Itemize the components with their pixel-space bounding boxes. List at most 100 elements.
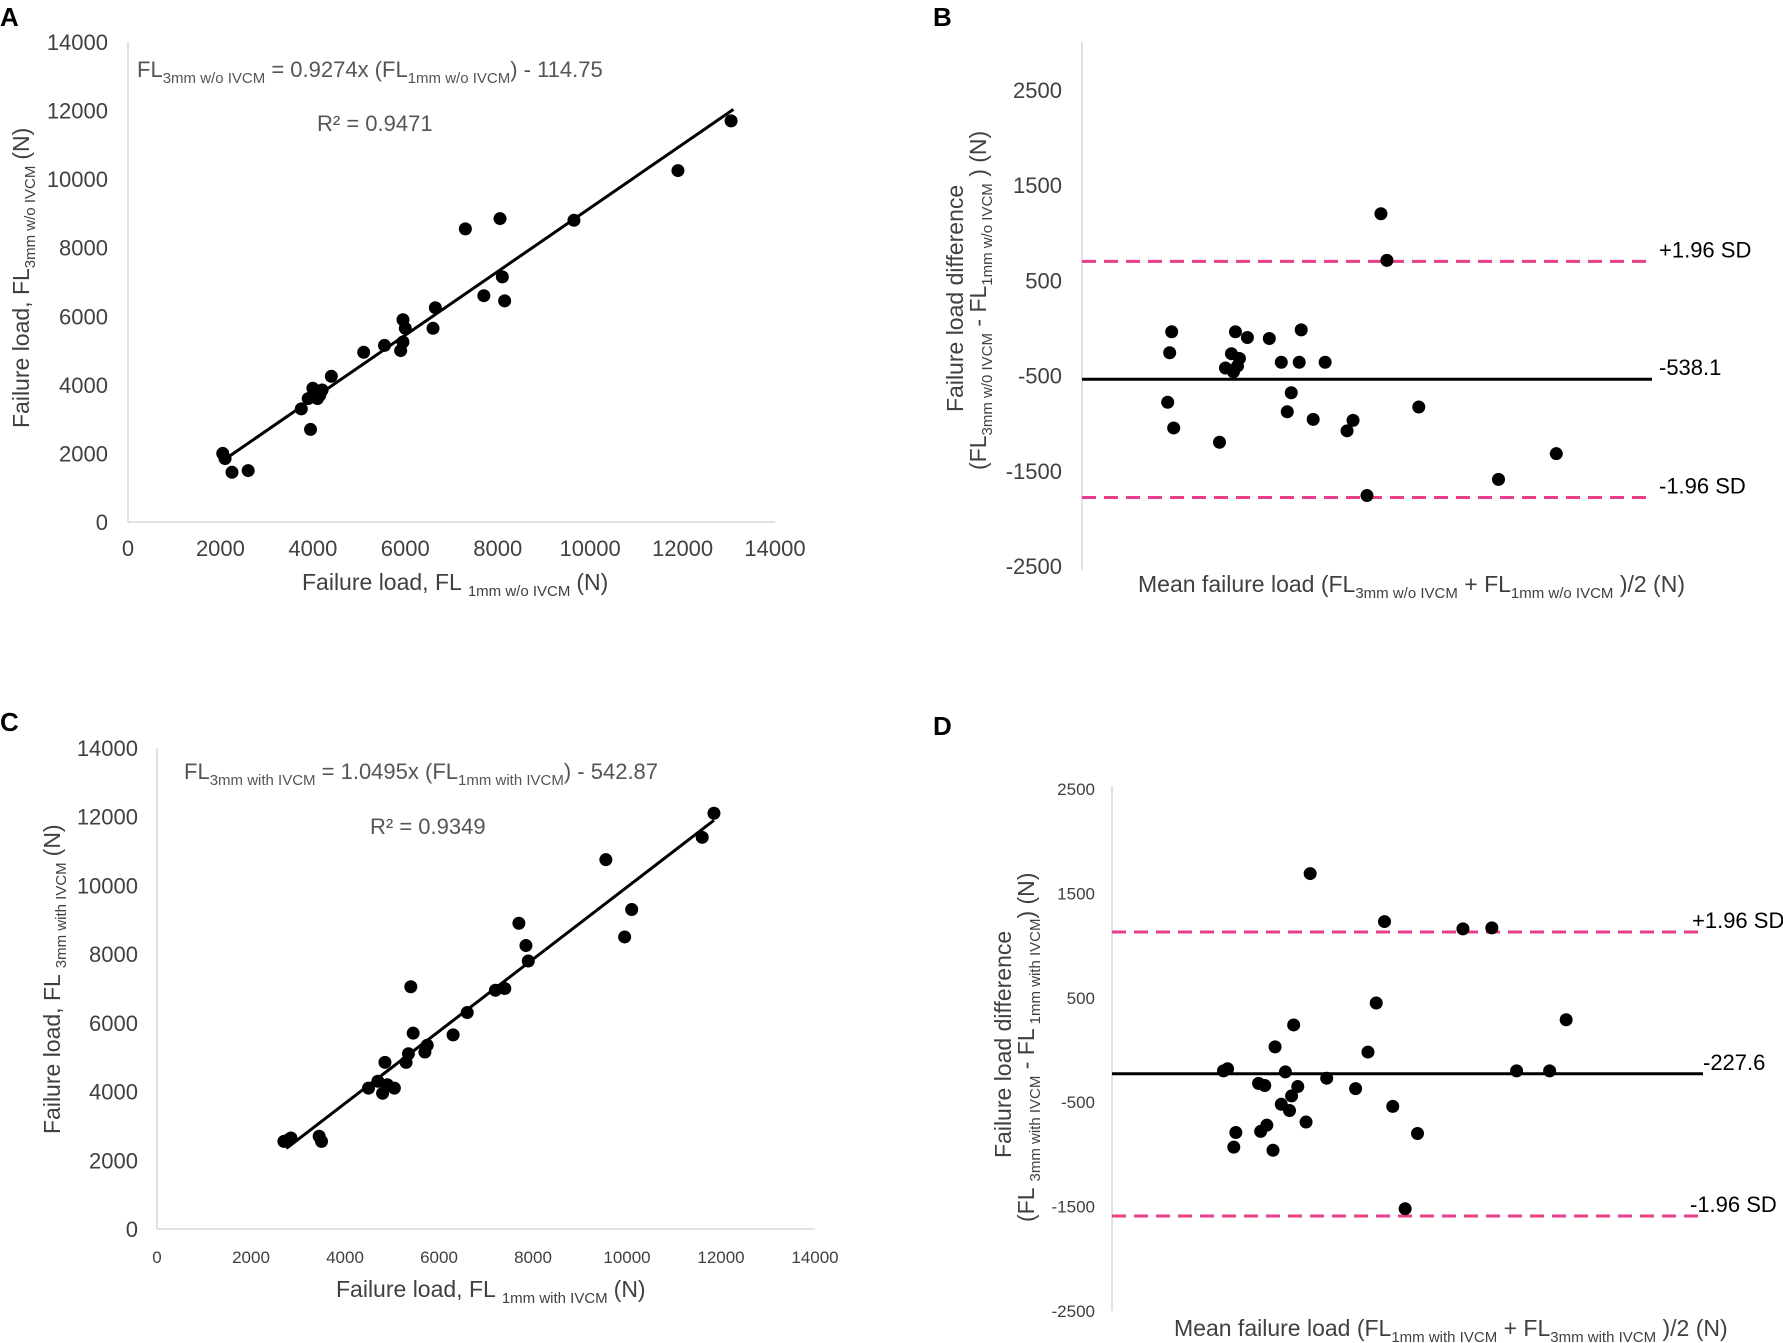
y-tick-label: -500 [1018, 364, 1062, 389]
data-point [498, 982, 512, 995]
x-tick-label: 0 [122, 536, 134, 561]
y-tick-label: 10000 [47, 167, 108, 192]
data-point [1485, 921, 1499, 935]
y-axis-title-line-2: (FL3mm with IVCM - FL1mm with IVCM) (N) [1013, 873, 1044, 1222]
y-tick-label: 14000 [77, 736, 138, 761]
data-point [495, 270, 509, 284]
data-point [304, 422, 318, 436]
data-point [1456, 922, 1470, 936]
y-tick-label: 2500 [1057, 780, 1095, 799]
data-point [1412, 400, 1426, 414]
data-point [1165, 325, 1179, 339]
data-points [277, 806, 721, 1148]
y-tick-label: 4000 [59, 373, 108, 398]
data-point [218, 452, 232, 466]
data-point [404, 980, 418, 994]
y-axis-title-line-2: (FL3mm w/0 IVCM - FL1mm w/o IVCM ) (N) [965, 131, 996, 470]
x-tick-label: 10000 [603, 1248, 650, 1267]
data-point [1258, 1078, 1272, 1092]
x-tick-label: 4000 [326, 1248, 364, 1267]
data-point [1280, 405, 1294, 419]
y-tick-label: -2500 [1006, 554, 1062, 579]
data-point [1543, 1064, 1557, 1078]
data-points [216, 114, 738, 479]
data-point [625, 902, 639, 916]
data-point [1411, 1127, 1425, 1141]
data-point [324, 369, 338, 383]
x-tick-labels: 0 2000 4000 6000 8000 10000 12000 14000 [122, 536, 806, 561]
x-tick-label: 14000 [791, 1248, 838, 1267]
data-point [460, 1006, 474, 1020]
data-point [1374, 207, 1388, 221]
y-tick-label: 500 [1025, 268, 1062, 293]
regression-equation: FL3mm with IVCM = 1.0495x (FL1mm with IV… [184, 759, 658, 789]
y-tick-label: -500 [1061, 1093, 1095, 1112]
data-point [426, 321, 440, 335]
data-point [377, 338, 391, 352]
data-point [1268, 1040, 1282, 1054]
data-point [1346, 413, 1360, 427]
x-tick-label: 6000 [420, 1248, 458, 1267]
data-point [1167, 421, 1181, 435]
lower-limit-label: -1.96 SD [1690, 1192, 1777, 1217]
data-point [1227, 1140, 1241, 1154]
data-point [301, 392, 315, 406]
x-tick-label: 4000 [288, 536, 337, 561]
data-point [724, 114, 738, 128]
data-point [1285, 1089, 1299, 1103]
data-points [1161, 207, 1563, 503]
y-tick-labels: 2500 1500 500 -500 -1500 -2500 [1052, 780, 1095, 1321]
x-tick-label: 12000 [697, 1248, 744, 1267]
mean-difference-label: -538.1 [1659, 355, 1721, 380]
data-point [357, 345, 371, 359]
data-point [398, 321, 412, 335]
data-point [512, 916, 526, 930]
data-point [362, 1081, 375, 1095]
data-point [1274, 355, 1288, 369]
x-tick-label: 2000 [232, 1248, 270, 1267]
data-point [1360, 489, 1374, 503]
r-squared: R² = 0.9349 [370, 814, 486, 839]
data-point [225, 465, 239, 479]
data-point [1228, 325, 1242, 339]
data-point [1229, 1125, 1243, 1139]
data-point [387, 1081, 401, 1095]
y-axis-title: Failure load, FL3mm w/o IVCM(N) [8, 128, 39, 428]
data-point [1510, 1064, 1524, 1078]
data-point [1369, 996, 1383, 1010]
x-axis-title: Failure load, FL 1mm w/o IVCM (N) [302, 569, 608, 600]
panel-letter-c: C [0, 707, 19, 737]
data-point [695, 830, 709, 844]
data-point [1386, 1099, 1400, 1113]
data-point [1380, 253, 1394, 267]
data-point [1377, 915, 1391, 929]
data-point [1299, 1115, 1313, 1129]
data-point [671, 164, 685, 178]
data-point [406, 1026, 420, 1040]
y-tick-label: 10000 [77, 873, 138, 898]
y-axis-title: Failure load, FL3mm with IVCM(N) [39, 824, 70, 1134]
mean-difference-label: -227.6 [1703, 1050, 1765, 1075]
data-point [498, 294, 512, 308]
data-point [1284, 386, 1298, 400]
x-tick-label: 12000 [652, 536, 713, 561]
data-point [1349, 1082, 1363, 1096]
panel-c: C 0 2000 4000 6000 8000 10000 12000 14000 0 2000… [0, 707, 839, 1307]
data-point [1260, 1118, 1274, 1132]
data-point [1291, 1080, 1305, 1094]
data-point [1559, 1013, 1573, 1027]
data-point [1294, 323, 1308, 337]
data-point [519, 939, 533, 953]
x-tick-label: 14000 [744, 536, 805, 561]
x-tick-label: 8000 [473, 536, 522, 561]
data-points [1216, 867, 1573, 1216]
data-point [1278, 1065, 1292, 1079]
x-tick-label: 8000 [514, 1248, 552, 1267]
data-point [1549, 447, 1563, 461]
y-tick-label: -1500 [1052, 1198, 1095, 1217]
y-tick-labels: 2500 1500 500 -500 -1500 -2500 [1006, 78, 1062, 579]
data-point [294, 402, 308, 416]
x-axis-title: Failure load, FL 1mm with IVCM (N) [336, 1276, 646, 1307]
y-tick-label: 2500 [1013, 78, 1062, 103]
